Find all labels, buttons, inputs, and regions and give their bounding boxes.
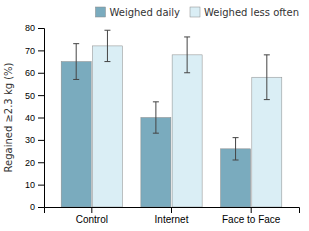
bar-series bbox=[92, 30, 281, 207]
x-tick: Internet bbox=[155, 207, 189, 225]
y-tick-mark bbox=[38, 50, 44, 51]
y-tick-mark bbox=[38, 73, 44, 74]
y-tick-label: 70 bbox=[25, 46, 35, 56]
y-tick-mark bbox=[38, 28, 44, 29]
legend-item: Weighed daily bbox=[95, 7, 180, 18]
bar bbox=[61, 62, 91, 207]
legend-item: Weighed less often bbox=[190, 7, 299, 18]
error-bar bbox=[104, 30, 110, 61]
bar bbox=[172, 55, 202, 207]
y-axis-line bbox=[38, 29, 45, 208]
error-bar bbox=[184, 37, 190, 73]
y-tick: 50 bbox=[25, 91, 44, 101]
x-tick-label: Face to Face bbox=[222, 214, 281, 225]
y-tick: 20 bbox=[25, 158, 44, 168]
y-tick-mark bbox=[38, 162, 44, 163]
y-tick: 0 bbox=[30, 202, 44, 212]
y-tick: 80 bbox=[25, 23, 44, 33]
y-axis-title: Regained ≥2.3 kg (%) bbox=[3, 62, 14, 172]
x-tick: Control bbox=[76, 207, 108, 225]
y-tick-mark bbox=[38, 118, 44, 119]
x-tick-mark bbox=[171, 207, 172, 213]
x-tick-mark bbox=[91, 207, 92, 213]
y-tick-mark bbox=[38, 95, 44, 96]
x-axis-line bbox=[45, 208, 300, 214]
y-tick-label: 20 bbox=[25, 158, 35, 168]
y-tick-mark bbox=[38, 185, 44, 186]
x-axis: Control Internet Face to Face bbox=[45, 207, 300, 225]
error-bar bbox=[153, 102, 159, 133]
error-bar bbox=[233, 138, 239, 160]
y-tick-mark bbox=[38, 140, 44, 141]
legend-label: Weighed daily bbox=[109, 7, 180, 18]
plot-area bbox=[61, 30, 282, 207]
legend-label: Weighed less often bbox=[204, 7, 299, 18]
error-bar bbox=[264, 55, 270, 100]
legend-swatch bbox=[95, 7, 105, 17]
y-tick-label: 40 bbox=[25, 113, 35, 123]
x-tick: Face to Face bbox=[222, 207, 281, 225]
y-tick-label: 50 bbox=[25, 91, 35, 101]
x-tick-label: Control bbox=[76, 214, 108, 225]
y-tick: 10 bbox=[25, 180, 44, 190]
y-tick-label: 60 bbox=[25, 68, 35, 78]
y-tick: 70 bbox=[25, 46, 44, 56]
bar bbox=[92, 46, 122, 207]
y-tick-label: 80 bbox=[25, 23, 35, 33]
x-tick-label: Internet bbox=[155, 214, 189, 225]
y-tick: 30 bbox=[25, 135, 44, 145]
y-tick-label: 30 bbox=[25, 135, 35, 145]
y-tick: 60 bbox=[25, 68, 44, 78]
legend-swatch bbox=[190, 7, 200, 17]
legend: Weighed daily Weighed less often bbox=[95, 7, 299, 18]
error-bar bbox=[73, 44, 79, 80]
y-tick: 40 bbox=[25, 113, 44, 123]
y-tick-label: 0 bbox=[30, 202, 35, 212]
y-tick-label: 10 bbox=[25, 180, 35, 190]
bar-series bbox=[61, 44, 250, 207]
chart: 0 10 20 30 40 50 60 70 80 Control Internet Face to … bbox=[0, 0, 309, 231]
x-tick-mark bbox=[251, 207, 252, 213]
y-tick-mark bbox=[38, 207, 44, 208]
y-axis: 0 10 20 30 40 50 60 70 80 bbox=[25, 23, 45, 212]
